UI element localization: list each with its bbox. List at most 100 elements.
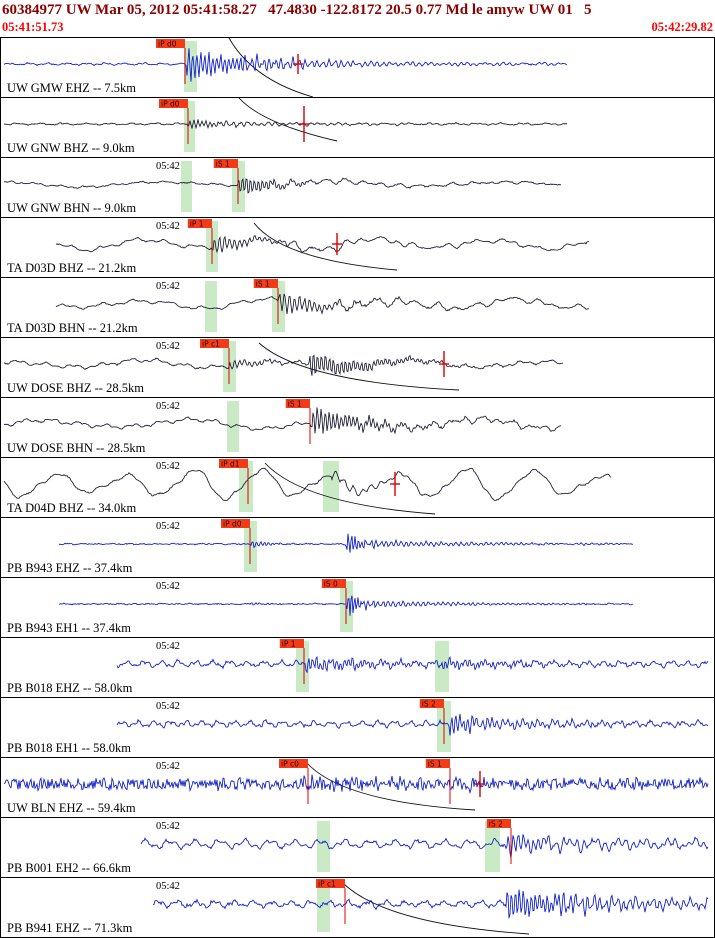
trace-panel-14: iS 2 05:42 PB B001 EH2 -- 66.6km [0,817,715,878]
seismogram-trace [3,48,568,82]
waveform-canvas[interactable]: iP d0 [1,98,714,157]
pick-flag[interactable] [279,639,304,648]
pick-flag-label: iS 1 [256,279,270,288]
station-label: PB B018 EH1 -- 58.0km [7,741,131,755]
waveform-canvas[interactable]: iS 2 05:42 [1,698,714,757]
waveform-canvas[interactable]: iP c1 05:42 [1,878,714,937]
trace-panel-8: iP d1 05:42 TA D04D BHZ -- 34.0km [0,457,715,518]
pick-window-band [317,821,330,872]
waveform-canvas[interactable]: iS 2 05:42 [1,818,714,877]
trace-panel-1: iP d0 UW GMW EHZ -- 7.5km [0,37,715,98]
pick-flag[interactable] [316,879,345,888]
pick-window-band [317,881,330,932]
pick-flag[interactable] [321,579,346,588]
pick-flag[interactable] [425,759,450,768]
trace-panel-11: iP 1 05:42 PB B018 EHZ -- 58.0km [0,637,715,698]
minute-label: 05:42 [156,761,180,772]
pick-flag-label: iP c0 [281,759,299,768]
pick-flag-label: iP 1 [190,219,204,228]
moveout-curve [258,342,460,391]
pick-flag-label: iP d0 [158,39,177,48]
pick-flag[interactable] [159,99,188,108]
pick-flag[interactable] [285,399,310,408]
minute-label: 05:42 [156,881,180,892]
moveout-curve [238,98,338,142]
pick-window-band [184,41,197,92]
minute-label: 05:42 [156,401,180,412]
trace-panel-10: iS 0 05:42 PB B943 EH1 -- 37.4km [0,577,715,638]
station-label: TA D03D BHZ -- 21.2km [7,261,137,275]
station-label: PB B943 EHZ -- 37.4km [7,561,133,575]
seismogram-trace [116,713,709,736]
station-label: UW DOSE BHN -- 28.5km [7,441,146,455]
trace-panel-13: iP c0 iS 1 05:42 UW BLN EHZ -- 59.4km [0,757,715,818]
minute-label: 05:42 [156,521,180,532]
trace-panel-4: iP 1 05:42 TA D03D BHZ -- 21.2km [0,217,715,278]
pick-flag[interactable] [486,819,511,828]
minute-label: 05:42 [156,821,180,832]
minute-label: 05:42 [156,161,180,172]
waveform-canvas[interactable]: iS 1 05:42 [1,398,714,457]
trace-panel-12: iS 2 05:42 PB B018 EH1 -- 58.0km [0,697,715,758]
pick-flag-label: iS 2 [422,699,436,708]
pick-window-band [205,281,217,332]
pick-flag-label: iP c1 [318,879,336,888]
pick-flag[interactable] [213,159,238,168]
time-window-bar: 05:41:51.73 05:42:29.82 [0,20,715,37]
waveform-canvas[interactable]: iP d0 [1,38,714,97]
moveout-curve [342,882,530,935]
pick-window-band [296,641,309,692]
moveout-curve [306,762,476,811]
waveform-canvas[interactable]: iP 1 05:42 [1,218,714,277]
trace-panel-5: iS 1 05:42 TA D03D BHN -- 21.2km [0,277,715,338]
pick-flag-label: iS 0 [324,579,338,588]
pick-flag-label: iS 1 [428,759,442,768]
pick-flag-label: iP d1 [221,459,240,468]
trace-panel-3: iS 1 05:42 UW GNW BHN -- 9.0km [0,157,715,218]
pick-flag[interactable] [156,39,185,48]
seismogram-trace [152,889,709,919]
pick-window-band [184,101,195,152]
pick-flag[interactable] [219,459,248,468]
seismogram-trace [116,655,709,674]
waveform-canvas[interactable]: iP d0 05:42 [1,518,714,577]
pick-flag-label: iS 1 [288,399,302,408]
waveform-canvas[interactable]: iP 1 05:42 [1,638,714,697]
pick-flag-label: iP d0 [223,519,242,528]
waveform-canvas[interactable]: iP d1 05:42 [1,458,714,517]
pick-flag[interactable] [419,699,444,708]
waveform-canvas[interactable]: iS 0 05:42 [1,578,714,637]
pick-window-band [181,161,192,212]
pick-flag-label: iS 2 [489,819,503,828]
station-label: PB B943 EH1 -- 37.4km [7,621,131,635]
minute-label: 05:42 [156,221,180,232]
pick-flag[interactable] [187,219,212,228]
pick-flag[interactable] [200,339,229,348]
seismogram-trace [3,774,709,795]
pick-flag-label: iP 1 [282,639,296,648]
pick-flag[interactable] [253,279,278,288]
station-label: UW BLN EHZ -- 59.4km [7,801,136,815]
seismogram-trace [4,119,568,130]
pick-flag-label: iS 1 [216,159,230,168]
station-label: UW GNW BHZ -- 9.0km [7,141,135,155]
pick-window-band [239,461,253,512]
minute-label: 05:42 [156,701,180,712]
trace-panel-9: iP d0 05:42 PB B943 EHZ -- 37.4km [0,517,715,578]
pick-flag-label: iP d0 [161,99,180,108]
station-label: UW DOSE BHZ -- 28.5km [7,381,144,395]
minute-label: 05:42 [156,461,180,472]
seismogram-trace [55,293,590,315]
moveout-curve [228,38,314,97]
event-header: 60384977 UW Mar 05, 2012 05:41:58.27 47.… [2,2,592,18]
waveform-canvas[interactable]: iS 1 05:42 [1,278,714,337]
pick-window-band [435,641,449,692]
waveform-canvas[interactable]: iP c0 iS 1 05:42 [1,758,714,817]
pick-flag[interactable] [279,759,308,768]
waveform-canvas[interactable]: iS 1 05:42 [1,158,714,217]
waveform-canvas[interactable]: iP c1 05:42 [1,338,714,397]
minute-label: 05:42 [156,341,180,352]
pick-flag[interactable] [221,519,250,528]
station-label: PB B001 EH2 -- 66.6km [7,861,131,875]
